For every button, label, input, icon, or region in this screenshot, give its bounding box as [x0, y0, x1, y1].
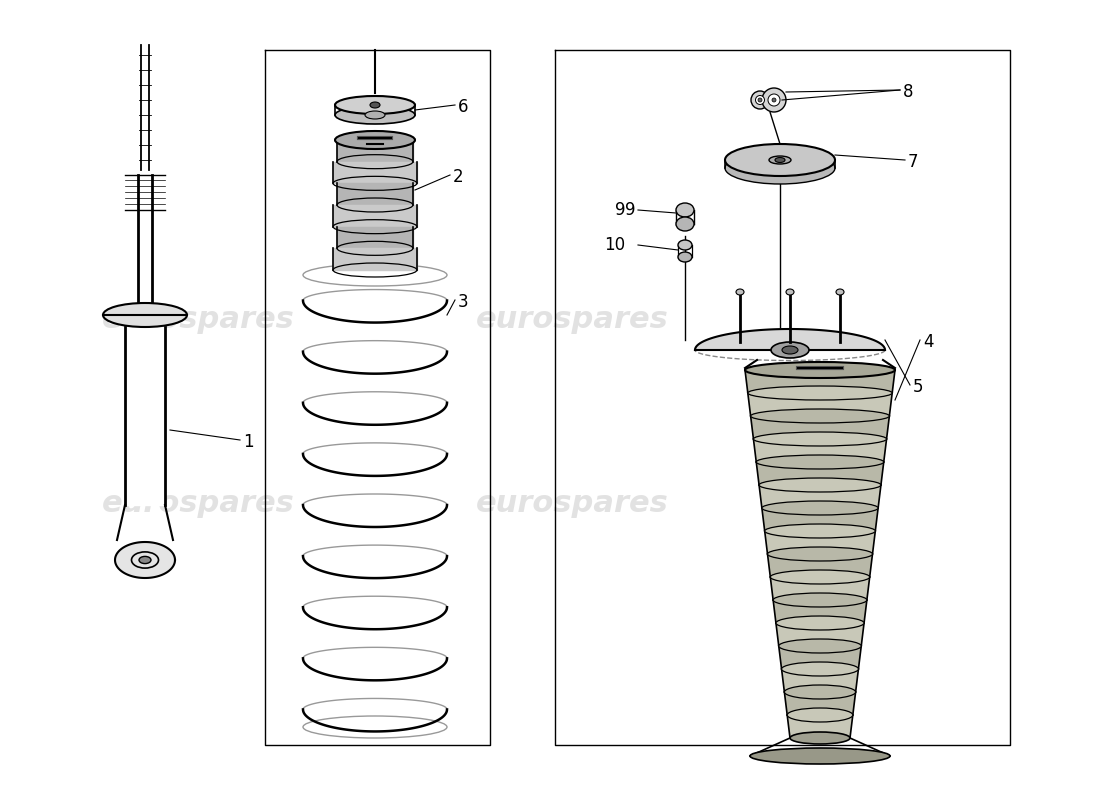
Ellipse shape	[762, 88, 786, 112]
Ellipse shape	[748, 386, 892, 400]
Ellipse shape	[750, 409, 890, 423]
Text: 9: 9	[625, 201, 636, 219]
Ellipse shape	[762, 501, 878, 515]
Ellipse shape	[786, 289, 794, 295]
Polygon shape	[764, 531, 876, 554]
Ellipse shape	[678, 240, 692, 250]
Text: 6: 6	[458, 98, 469, 116]
Text: 8: 8	[903, 83, 913, 101]
Polygon shape	[776, 623, 865, 646]
Ellipse shape	[750, 748, 890, 764]
Ellipse shape	[768, 94, 780, 106]
Ellipse shape	[784, 685, 856, 699]
Text: 9: 9	[615, 201, 625, 219]
Ellipse shape	[336, 106, 415, 124]
Polygon shape	[754, 439, 887, 462]
Ellipse shape	[678, 252, 692, 262]
Text: 10: 10	[604, 236, 625, 254]
Ellipse shape	[336, 131, 415, 149]
Polygon shape	[788, 715, 853, 738]
Ellipse shape	[790, 732, 850, 744]
Text: 3: 3	[458, 293, 469, 311]
Ellipse shape	[676, 203, 694, 217]
Text: eurospares: eurospares	[101, 490, 295, 518]
Ellipse shape	[725, 152, 835, 184]
Text: eurospares: eurospares	[101, 306, 295, 334]
Text: 2: 2	[453, 168, 463, 186]
Ellipse shape	[758, 98, 762, 102]
Ellipse shape	[751, 91, 769, 109]
Ellipse shape	[745, 363, 895, 377]
Text: 5: 5	[913, 378, 924, 396]
Polygon shape	[762, 508, 878, 531]
Ellipse shape	[139, 557, 151, 563]
Ellipse shape	[836, 289, 844, 295]
Ellipse shape	[370, 102, 379, 108]
Ellipse shape	[773, 593, 867, 607]
Polygon shape	[116, 542, 175, 578]
Ellipse shape	[768, 547, 872, 561]
Ellipse shape	[365, 111, 385, 119]
Text: 4: 4	[923, 333, 934, 351]
Ellipse shape	[676, 217, 694, 231]
Polygon shape	[759, 485, 881, 508]
Ellipse shape	[770, 570, 870, 584]
Ellipse shape	[736, 289, 744, 295]
Text: 1: 1	[243, 433, 254, 451]
Ellipse shape	[769, 156, 791, 164]
Ellipse shape	[757, 455, 883, 469]
Ellipse shape	[771, 342, 808, 358]
Polygon shape	[770, 577, 870, 600]
Polygon shape	[773, 600, 867, 623]
Polygon shape	[768, 554, 872, 577]
Ellipse shape	[764, 524, 876, 538]
Text: 7: 7	[908, 153, 918, 171]
Ellipse shape	[776, 158, 785, 162]
Ellipse shape	[103, 303, 187, 327]
Ellipse shape	[782, 346, 797, 354]
Ellipse shape	[759, 478, 881, 492]
Ellipse shape	[788, 708, 853, 722]
Polygon shape	[695, 329, 886, 350]
Polygon shape	[784, 692, 856, 715]
Text: eurospares: eurospares	[475, 490, 669, 518]
Polygon shape	[782, 669, 858, 692]
Polygon shape	[750, 416, 890, 439]
Ellipse shape	[779, 639, 861, 653]
Polygon shape	[779, 646, 861, 669]
Polygon shape	[748, 393, 892, 416]
Ellipse shape	[336, 96, 415, 114]
Ellipse shape	[782, 662, 858, 676]
Text: eurospares: eurospares	[475, 306, 669, 334]
Polygon shape	[745, 370, 895, 393]
Ellipse shape	[745, 362, 895, 378]
Ellipse shape	[772, 98, 775, 102]
Ellipse shape	[756, 95, 764, 105]
Polygon shape	[757, 462, 883, 485]
Ellipse shape	[725, 144, 835, 176]
Ellipse shape	[754, 432, 887, 446]
Ellipse shape	[776, 616, 865, 630]
